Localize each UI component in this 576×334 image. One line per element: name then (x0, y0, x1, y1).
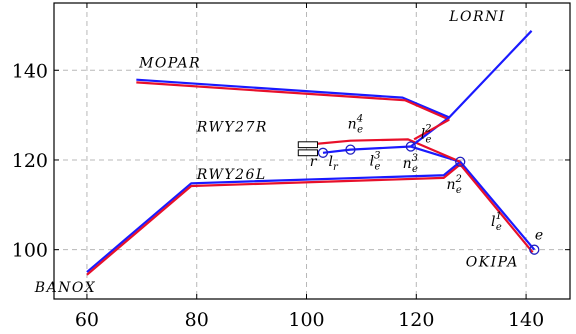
labels: BANOX MOPAR LORNI OKIPA RWY27R RWY26L r n4 e n3 e n… (34, 9, 543, 296)
edge-label-lr: lr (328, 154, 338, 173)
route-line-red (136, 81, 450, 121)
node-r (317, 147, 329, 158)
node-label-n2: n2 e (446, 174, 461, 196)
runways (297, 141, 318, 157)
route-line-red (413, 118, 450, 141)
y-tick-label: 100 (12, 240, 48, 262)
nodes (317, 141, 540, 255)
route-line-blue (86, 160, 536, 273)
runway-marker (297, 149, 318, 157)
y-tick-label: 140 (12, 60, 48, 82)
x-tick-label: 140 (508, 309, 544, 331)
edge-label-l1: l1 e (491, 211, 502, 233)
x-tick-label: 60 (75, 309, 99, 331)
node-n4 (345, 144, 356, 155)
route-line-red (86, 163, 534, 276)
edge-label-l3: l3 e (370, 150, 381, 172)
waypoint-label-rwy27r: RWY27R (196, 120, 268, 136)
x-tick-label: 120 (398, 309, 434, 331)
waypoint-label-okipa: OKIPA (466, 254, 519, 270)
routes (86, 30, 536, 276)
waypoint-label-mopar: MOPAR (138, 56, 201, 72)
runway-marker (297, 141, 318, 149)
node-n3 (405, 141, 416, 152)
edge-label-l2: l2 e (421, 123, 432, 145)
node-n2 (455, 156, 466, 167)
y-tick-label: 120 (12, 150, 48, 172)
waypoint-label-rwy26l: RWY26L (196, 167, 267, 183)
ticks: 60 80 100 120 140 100 120 140 (12, 3, 570, 331)
node-label-n4: n4 e (348, 114, 363, 136)
node-e (529, 244, 540, 255)
node-label-r: r (310, 154, 318, 170)
x-tick-label: 100 (288, 309, 324, 331)
route-line-red (311, 138, 461, 163)
waypoint-label-lorni: LORNI (448, 9, 506, 25)
node-label-n3: n3 e (403, 153, 418, 175)
route-line-blue (136, 30, 533, 119)
waypoint-label-banox: BANOX (34, 280, 96, 296)
x-tick-label: 80 (185, 309, 209, 331)
route-line-blue (322, 145, 461, 163)
plot-frame (53, 2, 571, 300)
node-label-e: e (535, 227, 543, 243)
